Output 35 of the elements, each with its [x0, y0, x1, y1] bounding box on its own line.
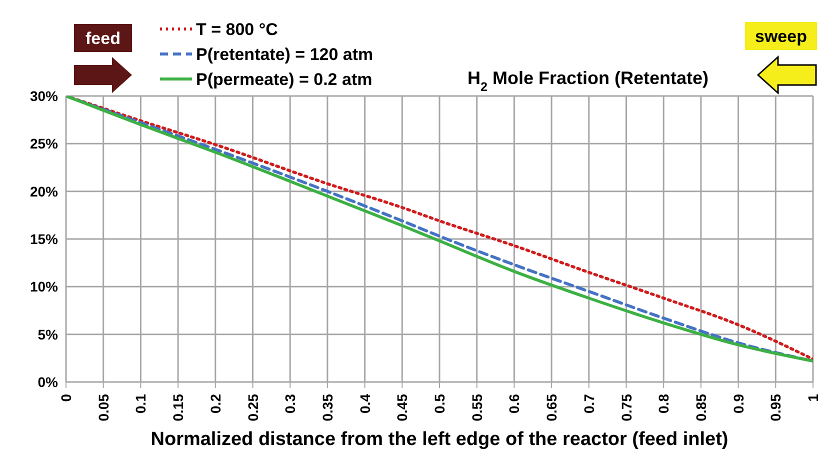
x-tick-label: 0.1: [132, 394, 149, 414]
x-axis-title: Normalized distance from the left edge of the reactor (feed inlet): [150, 429, 728, 450]
x-tick-label: 0.2: [207, 394, 224, 414]
x-tick-label: 0.25: [244, 394, 261, 422]
y-tick-label: 30%: [30, 88, 59, 104]
y-tick-label: 15%: [30, 230, 59, 247]
y-tick-label: 5%: [38, 326, 59, 342]
x-tick-label: 0.3: [282, 394, 298, 414]
x-tick-label: 0.35: [319, 394, 336, 422]
x-tick-label: 0.6: [506, 394, 522, 414]
x-tick-label: 0.65: [544, 394, 560, 422]
legend-label: P(permeate) = 0.2 atm: [196, 70, 372, 89]
text: sweep: [755, 27, 807, 46]
text: feed: [86, 29, 120, 48]
x-tick-label: 0.45: [394, 394, 410, 422]
x-tick-label: 0.7: [580, 394, 597, 414]
y-tick-label: 0%: [38, 374, 59, 390]
chart-title: H$_{2}$ Mole Fraction (Retentate): [467, 68, 709, 94]
x-tick-label: 0.55: [468, 394, 485, 422]
x-tick-label: 0.85: [692, 394, 709, 422]
x-tick-label: 1: [805, 394, 819, 402]
x-tick-label: 0.05: [95, 394, 112, 422]
y-tick-label: 10%: [30, 278, 59, 295]
x-tick-label: 0.95: [768, 394, 784, 422]
x-tick-label: 0: [58, 394, 74, 402]
y-tick-label: 25%: [30, 136, 59, 152]
x-tick-label: 0.75: [618, 394, 634, 422]
legend-label: T = 800 °C: [196, 20, 278, 39]
y-tick-label: 20%: [30, 183, 59, 200]
x-tick-label: 0.9: [730, 394, 746, 414]
x-tick-label: 0.5: [432, 394, 448, 414]
x-tick-label: 0.8: [656, 394, 672, 414]
x-tick-label: 0.15: [170, 394, 186, 422]
legend-label: P(retentate) = 120 atm: [196, 45, 374, 64]
x-tick-label: 0.4: [356, 394, 373, 414]
